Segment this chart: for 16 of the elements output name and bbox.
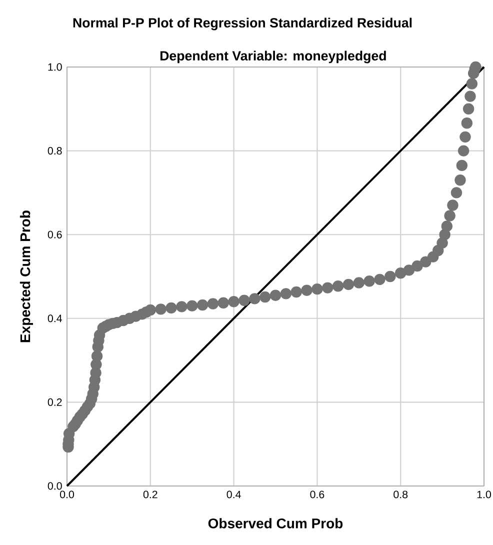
x-tick-label: 1.0 <box>477 490 492 498</box>
y-tick-label: 0.4 <box>48 314 62 322</box>
y-tick-label: 1.0 <box>48 63 62 71</box>
x-tick-label: 0.0 <box>60 490 74 498</box>
y-tick-label: 0.6 <box>48 230 62 238</box>
x-tick-label: 0.8 <box>394 490 408 498</box>
x-tick-label: 0.4 <box>226 490 241 498</box>
y-tick-label: 0.2 <box>48 398 62 406</box>
x-tick-label: 0.2 <box>143 490 158 498</box>
x-tick-label: 0.6 <box>310 490 324 498</box>
chart-subtitle: Dependent Variable: moneypledged <box>160 50 386 64</box>
chart-title: Normal P-P Plot of Regression Standardized Residual <box>73 18 412 30</box>
x-axis-title: Observed Cum Prob <box>208 518 343 528</box>
y-axis-title: Expected Cum Prob <box>20 210 33 342</box>
y-tick-label: 0.0 <box>48 482 62 490</box>
y-tick-label: 0.8 <box>48 147 62 155</box>
